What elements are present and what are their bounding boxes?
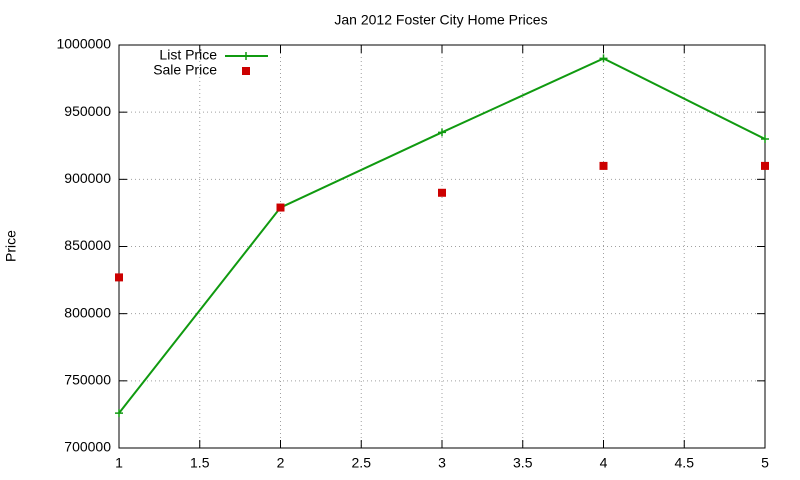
marker (115, 409, 123, 418)
marker (115, 273, 123, 282)
marker (599, 54, 608, 63)
marker (438, 128, 446, 137)
y-tick-label: 750000 (64, 372, 111, 388)
y-tick-label: 850000 (64, 237, 111, 253)
marker (761, 161, 769, 170)
legend-marker (242, 52, 250, 60)
y-tick-label: 700000 (64, 439, 111, 455)
y-tick-label: 800000 (64, 304, 111, 320)
x-tick-label: 2.5 (352, 455, 372, 471)
x-tick-label: 1.5 (190, 455, 210, 471)
marker (438, 188, 446, 197)
y-axis-label: Price (3, 230, 19, 262)
x-tick-label: 2 (277, 455, 285, 471)
x-tick-label: 3.5 (513, 455, 533, 471)
plot-border (118, 44, 766, 449)
x-tick-label: 1 (115, 455, 123, 471)
x-tick-label: 3 (438, 455, 446, 471)
y-tick-label: 950000 (64, 103, 111, 119)
legend-label: Sale Price (153, 62, 217, 78)
legend-label: List Price (159, 47, 217, 63)
marker (276, 203, 285, 212)
y-tick-label: 1000000 (56, 36, 111, 52)
x-tick-label: 4.5 (675, 455, 695, 471)
series-line (118, 57, 766, 414)
x-tick-label: 5 (761, 455, 769, 471)
y-tick-label: 900000 (64, 170, 111, 186)
x-tick-label: 4 (600, 455, 608, 471)
marker (599, 161, 608, 170)
legend-marker (242, 67, 250, 75)
marker (761, 135, 769, 144)
chart-title: Jan 2012 Foster City Home Prices (334, 12, 547, 28)
